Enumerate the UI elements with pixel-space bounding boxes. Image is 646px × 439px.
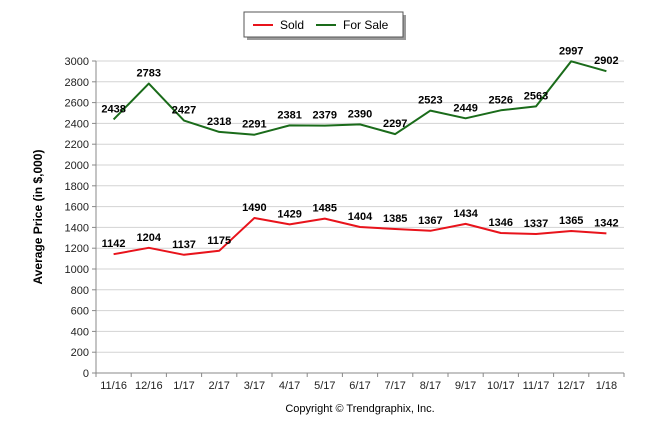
sold-data-label: 1385 bbox=[383, 213, 407, 225]
y-tick-label: 1000 bbox=[65, 264, 89, 276]
grid bbox=[96, 60, 624, 353]
x-tick-label: 4/17 bbox=[279, 380, 300, 392]
x-tick-label: 7/17 bbox=[384, 380, 405, 392]
for-sale-data-label: 2390 bbox=[348, 108, 372, 120]
y-tick-label: 2600 bbox=[65, 98, 89, 110]
sold-data-label: 1490 bbox=[242, 202, 266, 214]
y-tick-label: 1200 bbox=[65, 243, 89, 255]
for-sale-data-label: 2523 bbox=[418, 95, 442, 107]
for-sale-data-label: 2379 bbox=[313, 110, 337, 122]
y-tick-label: 200 bbox=[71, 347, 89, 359]
for-sale-data-label: 2427 bbox=[172, 105, 196, 117]
legend: Sold For Sale bbox=[243, 11, 406, 40]
sold-data-label: 1204 bbox=[137, 232, 162, 244]
sold-data-label: 1337 bbox=[524, 218, 548, 230]
sold-data-label: 1367 bbox=[418, 215, 442, 227]
for-sale-data-label: 2318 bbox=[207, 116, 231, 128]
copyright-text: Copyright © Trendgraphix, Inc. bbox=[285, 403, 434, 415]
for-sale-data-label: 2449 bbox=[453, 102, 477, 114]
x-tick-label: 11/16 bbox=[100, 380, 127, 392]
for-sale-data-label: 2438 bbox=[101, 103, 125, 115]
sold-data-label: 1342 bbox=[594, 217, 618, 229]
legend-label-sold: Sold bbox=[280, 18, 304, 32]
series bbox=[112, 60, 607, 256]
x-tick-label: 12/16 bbox=[135, 380, 163, 392]
for-sale-data-label: 2291 bbox=[242, 119, 266, 131]
data-labels: 1142 1204 1137 1175 1490 1429 1485 1404 1385 1367… bbox=[101, 45, 618, 250]
sold-data-label: 1142 bbox=[102, 238, 126, 250]
x-tick-label: 10/17 bbox=[487, 380, 515, 392]
for-sale-data-label: 2526 bbox=[489, 94, 513, 106]
x-tick-label: 5/17 bbox=[314, 380, 335, 392]
y-tick-label: 0 bbox=[83, 368, 89, 380]
x-tick-label: 6/17 bbox=[349, 380, 370, 392]
sold-data-label: 1404 bbox=[348, 211, 373, 223]
sold-line bbox=[113, 217, 607, 256]
x-tick-label: 9/17 bbox=[455, 380, 476, 392]
x-tick-label: 1/17 bbox=[173, 380, 194, 392]
y-axis-title: Average Price (in $,000) bbox=[31, 150, 45, 285]
x-tick-label: 1/18 bbox=[596, 380, 617, 392]
sold-data-label: 1429 bbox=[277, 208, 301, 220]
y-tick-label: 2200 bbox=[65, 139, 89, 151]
for-sale-line bbox=[112, 60, 607, 136]
x-tick-label: 11/17 bbox=[523, 380, 550, 392]
x-tick-label: 3/17 bbox=[244, 380, 265, 392]
y-tick-label: 1800 bbox=[65, 181, 89, 193]
for-sale-data-label: 2563 bbox=[524, 90, 548, 102]
for-sale-data-label: 2381 bbox=[277, 109, 301, 121]
y-tick-label: 600 bbox=[71, 306, 89, 318]
legend-label-for-sale: For Sale bbox=[343, 18, 389, 32]
for-sale-data-label: 2902 bbox=[594, 55, 618, 67]
sold-data-label: 1365 bbox=[559, 215, 583, 227]
for-sale-data-label: 2783 bbox=[137, 68, 161, 80]
y-tick-label: 1400 bbox=[65, 222, 89, 234]
x-tick-label: 12/17 bbox=[557, 380, 585, 392]
for-sale-data-label: 2997 bbox=[559, 45, 583, 57]
sold-data-label: 1485 bbox=[313, 203, 337, 215]
x-tick-label: 8/17 bbox=[420, 380, 441, 392]
sold-data-label: 1175 bbox=[207, 235, 231, 247]
y-tick-label: 2800 bbox=[65, 77, 89, 89]
for-sale-data-label: 2297 bbox=[383, 118, 407, 130]
y-tick-label: 1600 bbox=[65, 202, 89, 214]
y-tick-label: 800 bbox=[71, 285, 89, 297]
axes: 0 200 400 600 800 1000 1200 1400 1600 1800 2000 220… bbox=[65, 56, 625, 392]
y-tick-label: 3000 bbox=[65, 56, 89, 68]
y-tick-label: 2000 bbox=[65, 160, 89, 172]
y-tick-label: 2400 bbox=[65, 118, 89, 130]
sold-data-label: 1137 bbox=[172, 239, 196, 251]
y-tick-label: 400 bbox=[71, 326, 89, 338]
sold-data-label: 1346 bbox=[489, 217, 513, 229]
sold-data-label: 1434 bbox=[453, 208, 478, 220]
x-tick-label: 2/17 bbox=[208, 380, 229, 392]
